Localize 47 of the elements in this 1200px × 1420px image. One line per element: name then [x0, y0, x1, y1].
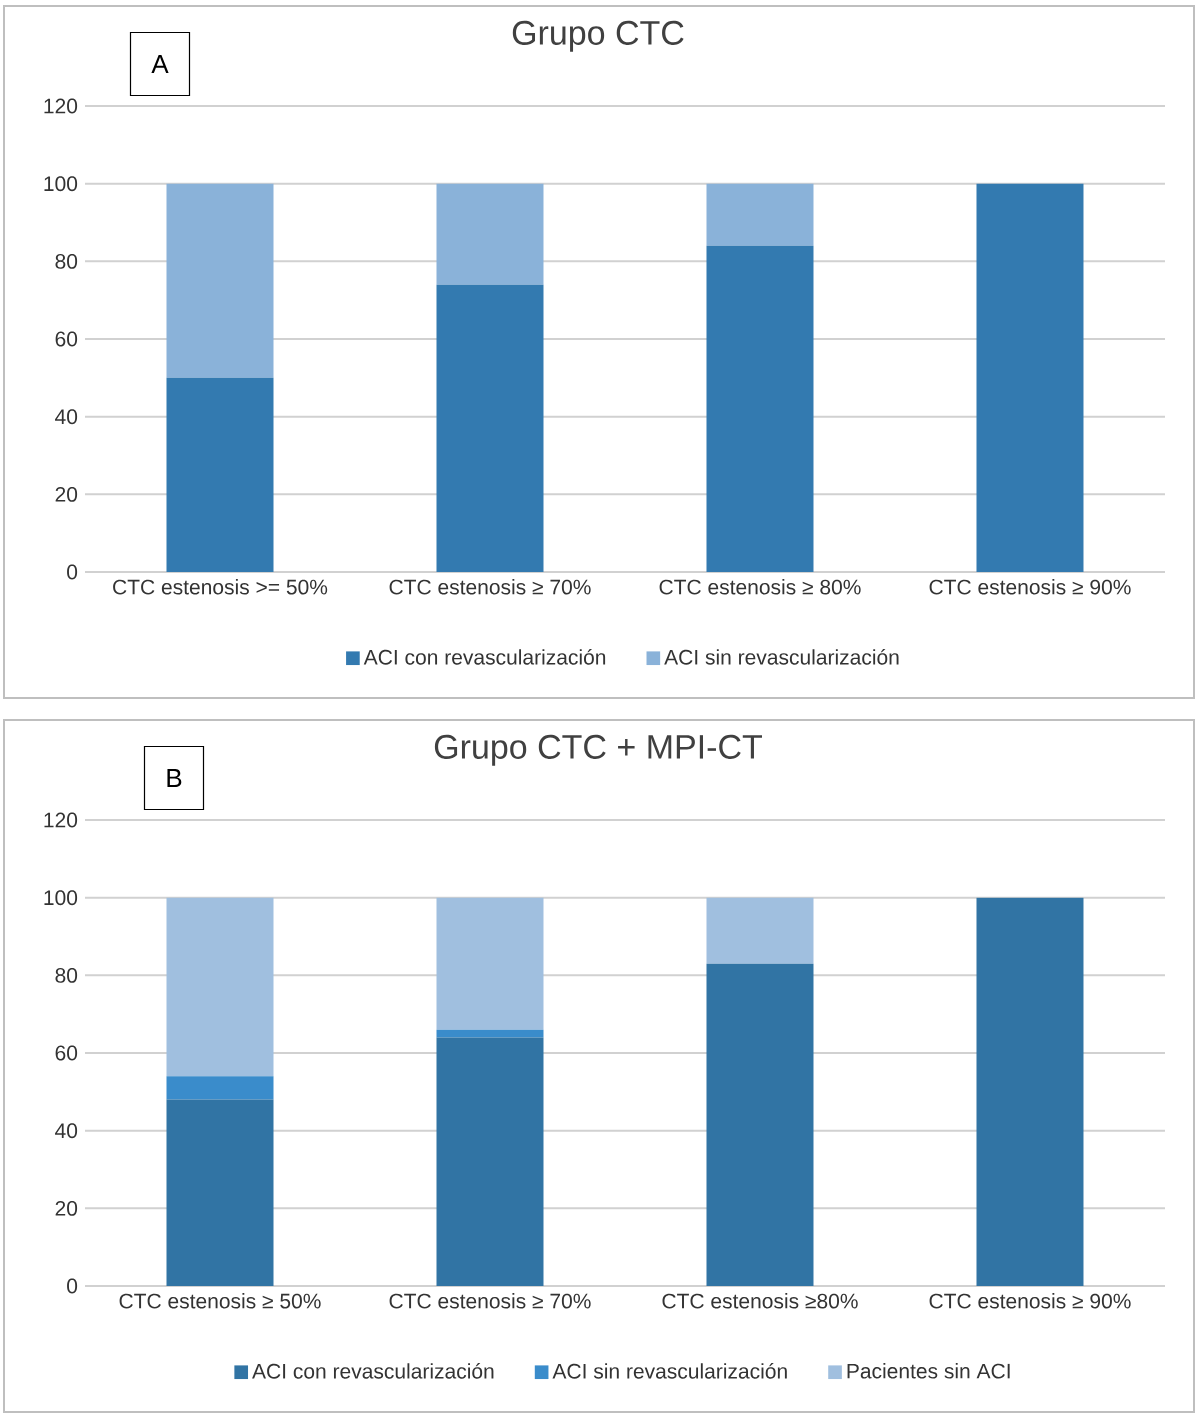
bar: [166, 1099, 274, 1287]
bar: [976, 183, 1084, 573]
y-tick-label: 120: [44, 812, 78, 828]
bar: [706, 897, 814, 964]
chart-title: Grupo CTC + MPI-CT: [434, 734, 763, 766]
y-tick-label: 60: [55, 331, 78, 347]
y-tick-label: 20: [55, 486, 78, 502]
bar: [436, 284, 544, 573]
bar: [166, 1076, 274, 1100]
legend-label: ACI sin revascularización: [664, 648, 899, 665]
x-tick-label: CTC estenosis ≥80%: [662, 1293, 858, 1309]
x-tick-label: CTC estenosis ≥ 80%: [659, 579, 861, 595]
y-tick-label: 60: [55, 1045, 78, 1061]
x-tick-label: CTC estenosis ≥ 90%: [929, 1293, 1131, 1309]
bar: [706, 183, 814, 246]
legend-label: ACI con revascularización: [363, 648, 606, 665]
y-tick-label: 0: [67, 1278, 78, 1294]
y-tick-label: 40: [55, 1123, 78, 1139]
bar: [436, 897, 544, 1030]
x-tick-label: CTC estenosis >= 50%: [113, 579, 328, 595]
legend-label: ACI sin revascularización: [552, 1362, 787, 1379]
y-tick-label: 20: [55, 1200, 78, 1216]
bar: [436, 1029, 544, 1038]
y-tick-label: 100: [44, 890, 78, 906]
bar: [166, 377, 274, 573]
text: A: [151, 55, 169, 73]
y-tick-label: 80: [55, 253, 78, 269]
bar: [436, 183, 544, 285]
y-tick-label: 80: [55, 967, 78, 983]
y-tick-label: 120: [44, 98, 78, 114]
y-tick-label: 100: [44, 176, 78, 192]
x-tick-label: CTC estenosis ≥ 50%: [119, 1293, 321, 1309]
bar: [976, 897, 1084, 1287]
legend-label: Pacientes sin ACI: [847, 1363, 1010, 1379]
chart-title: Grupo CTC: [512, 20, 684, 52]
y-tick-label: 0: [67, 564, 78, 580]
bar: [166, 897, 274, 1077]
bar: [166, 183, 274, 378]
x-tick-label: CTC estenosis ≥ 70%: [389, 579, 591, 595]
y-tick-label: 40: [55, 409, 78, 425]
bar: [436, 1037, 544, 1287]
bar: [706, 963, 814, 1287]
x-tick-label: CTC estenosis ≥ 70%: [389, 1293, 591, 1309]
legend-label: ACI con revascularización: [252, 1362, 494, 1379]
bar: [706, 245, 814, 573]
text: B: [167, 769, 182, 787]
x-tick-label: CTC estenosis ≥ 90%: [929, 579, 1131, 595]
